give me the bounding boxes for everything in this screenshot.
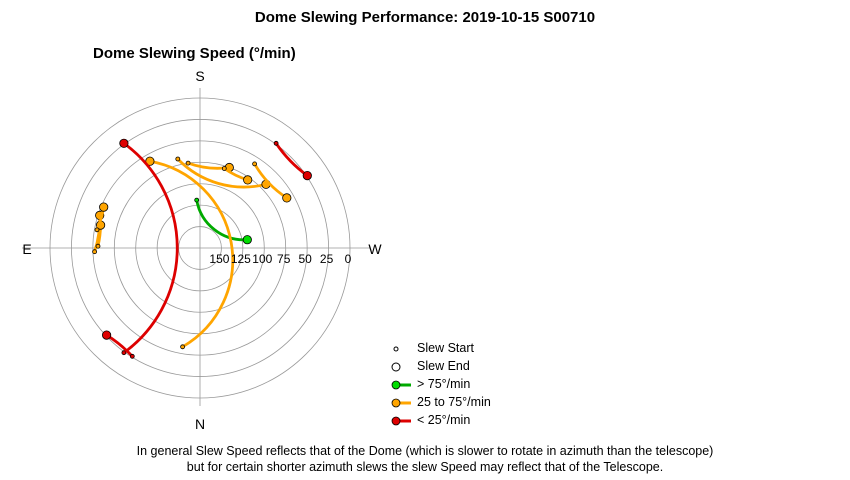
slew-start-point-10 (121, 350, 127, 356)
slew-start-point-4 (95, 243, 101, 249)
slew-start-point-9 (252, 161, 258, 167)
slew-arcs (92, 138, 312, 359)
footnote-line-2: but for certain shorter azimuth slews th… (186, 460, 664, 474)
legend-item-slow: < 25°/min (388, 411, 491, 429)
legend-item-medium: 25 to 75°/min (388, 393, 491, 411)
slew-arc-12 (274, 141, 309, 177)
legend-label-fast: > 75°/min (417, 377, 471, 391)
slew-start-point-12 (273, 140, 279, 146)
slew-end-point-10 (119, 138, 129, 148)
radial-tick-label-150: 150 (209, 252, 229, 266)
slew-start-point-5 (94, 227, 100, 233)
legend-label-slow: < 25°/min (417, 413, 471, 427)
slew-arc-1 (195, 198, 249, 242)
footnote: In general Slew Speed reflects that of t… (0, 443, 850, 475)
radial-tick-label-0: 0 (345, 252, 352, 266)
slew-start-point-8 (221, 166, 227, 171)
legend-item-slew-end: Slew End (388, 357, 491, 375)
grid-ring-50 (92, 140, 308, 356)
slew-start-point-3 (92, 249, 97, 255)
compass-label-bottom: N (195, 416, 205, 432)
chart-subtitle: Dome Slewing Speed (°/min) (93, 45, 296, 62)
radial-tick-label-50: 50 (298, 252, 312, 266)
slew-arc-10 (122, 141, 179, 355)
legend: Slew Start Slew End > 75°/min 25 to 75°/… (388, 339, 491, 429)
large-circle-icon (391, 362, 401, 372)
radial-tick-label-25: 25 (320, 252, 334, 266)
red-line-dot-icon (391, 416, 411, 426)
grid-ring-25 (71, 119, 329, 377)
radial-tick-labels: 150 125 100 75 50 25 0 (209, 252, 351, 266)
grid-ring-100 (135, 183, 265, 313)
legend-item-slew-start: Slew Start (388, 339, 491, 357)
slew-end-point-12 (302, 171, 312, 181)
slew-end-point-8 (243, 175, 253, 185)
slew-arc-6 (176, 157, 268, 189)
radial-tick-label-75: 75 (277, 252, 291, 266)
compass-label-left: E (22, 241, 31, 257)
legend-label-slew-start: Slew Start (417, 341, 474, 355)
grid-ring-0 (49, 97, 351, 399)
slew-start-point-1 (194, 197, 200, 203)
slew-start-point-7 (185, 160, 191, 166)
slew-arc-9 (253, 162, 289, 200)
slew-end-point-11 (102, 330, 112, 340)
orange-line-dot-icon (391, 398, 411, 408)
slew-end-point-5 (99, 202, 109, 212)
slew-arc-11 (105, 333, 134, 358)
legend-item-fast: > 75°/min (388, 375, 491, 393)
chart-title: Dome Slewing Performance: 2019-10-15 S00… (254, 9, 596, 26)
legend-label-slew-end: Slew End (417, 359, 470, 373)
compass-label-top: S (195, 68, 204, 84)
grid-ring-125 (156, 204, 244, 292)
radial-tick-label-125: 125 (231, 252, 251, 266)
legend-label-medium: 25 to 75°/min (417, 395, 491, 409)
slew-start-point-2 (180, 344, 186, 350)
polar-grid (22, 88, 370, 406)
compass-label-right: W (368, 241, 382, 257)
footnote-line-1: In general Slew Speed reflects that of t… (136, 444, 714, 458)
slew-end-point-1 (242, 235, 252, 245)
slew-end-point-9 (282, 193, 292, 203)
radial-tick-label-100: 100 (252, 252, 272, 266)
green-line-dot-icon (391, 380, 411, 390)
slew-start-point-11 (129, 353, 135, 359)
slew-start-point-6 (175, 156, 181, 162)
slew-arc-2 (148, 159, 235, 349)
small-circle-icon (393, 346, 399, 352)
